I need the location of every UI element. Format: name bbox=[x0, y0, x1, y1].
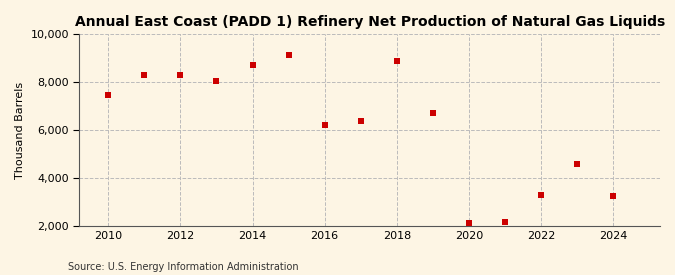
Point bbox=[103, 93, 113, 98]
Point bbox=[500, 220, 510, 224]
Point bbox=[427, 111, 438, 116]
Point bbox=[139, 73, 150, 77]
Point bbox=[247, 63, 258, 68]
Point bbox=[392, 59, 402, 63]
Title: Annual East Coast (PADD 1) Refinery Net Production of Natural Gas Liquids: Annual East Coast (PADD 1) Refinery Net … bbox=[75, 15, 665, 29]
Point bbox=[572, 161, 583, 166]
Point bbox=[319, 123, 330, 128]
Point bbox=[535, 192, 546, 197]
Point bbox=[464, 221, 475, 226]
Point bbox=[175, 73, 186, 77]
Point bbox=[608, 194, 618, 198]
Point bbox=[355, 118, 366, 123]
Point bbox=[211, 79, 222, 83]
Text: Source: U.S. Energy Information Administration: Source: U.S. Energy Information Administ… bbox=[68, 262, 298, 272]
Point bbox=[284, 53, 294, 57]
Y-axis label: Thousand Barrels: Thousand Barrels bbox=[15, 82, 25, 179]
